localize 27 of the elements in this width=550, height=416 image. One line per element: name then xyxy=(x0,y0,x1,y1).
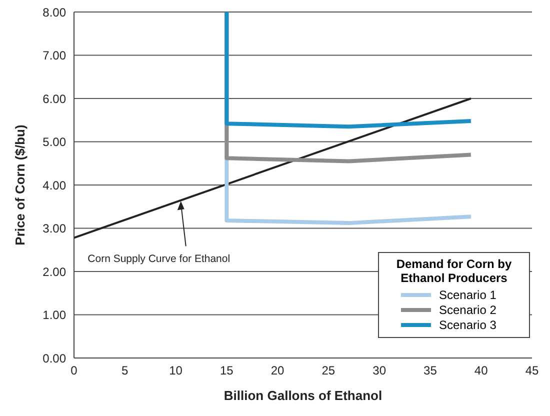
y-tick-label: 7.00 xyxy=(42,48,66,63)
line-series xyxy=(224,12,473,129)
x-tick-label: 30 xyxy=(372,364,386,378)
x-tick-label: 35 xyxy=(424,364,438,378)
annotation: Corn Supply Curve for Ethanol xyxy=(88,253,230,266)
y-tick-label: 0.00 xyxy=(42,351,66,366)
legend-label: Scenario 1 xyxy=(439,288,496,302)
legend-label: Scenario 2 xyxy=(439,303,496,317)
y-tick-label: 1.00 xyxy=(42,308,66,322)
x-tick-label: 40 xyxy=(474,364,488,378)
x-tick-label: 0 xyxy=(70,364,78,378)
y-tick-label: 6.00 xyxy=(42,92,66,106)
x-tick-label: 45 xyxy=(525,364,539,378)
y-tick-label: 4.00 xyxy=(42,178,66,192)
x-tick-label: 10 xyxy=(169,364,183,378)
y-axis-title: Price of Corn ($/bu) xyxy=(12,124,28,246)
x-axis-title: Billion Gallons of Ethanol xyxy=(224,388,382,403)
y-tick-label: 3.00 xyxy=(42,222,66,236)
y-tick-label: 5.00 xyxy=(42,135,66,150)
legend-label: Scenario 3 xyxy=(439,318,496,332)
x-tick-label: 15 xyxy=(220,364,234,378)
legend-title: Demand for Corn by Ethanol Producers xyxy=(395,257,513,285)
x-tick-label: 20 xyxy=(270,364,285,378)
x-tick-label: 5 xyxy=(122,364,129,378)
x-tick-label: 25 xyxy=(322,364,336,378)
y-tick-label: 8.00 xyxy=(42,5,66,20)
y-tick-label: 2.00 xyxy=(42,264,66,279)
